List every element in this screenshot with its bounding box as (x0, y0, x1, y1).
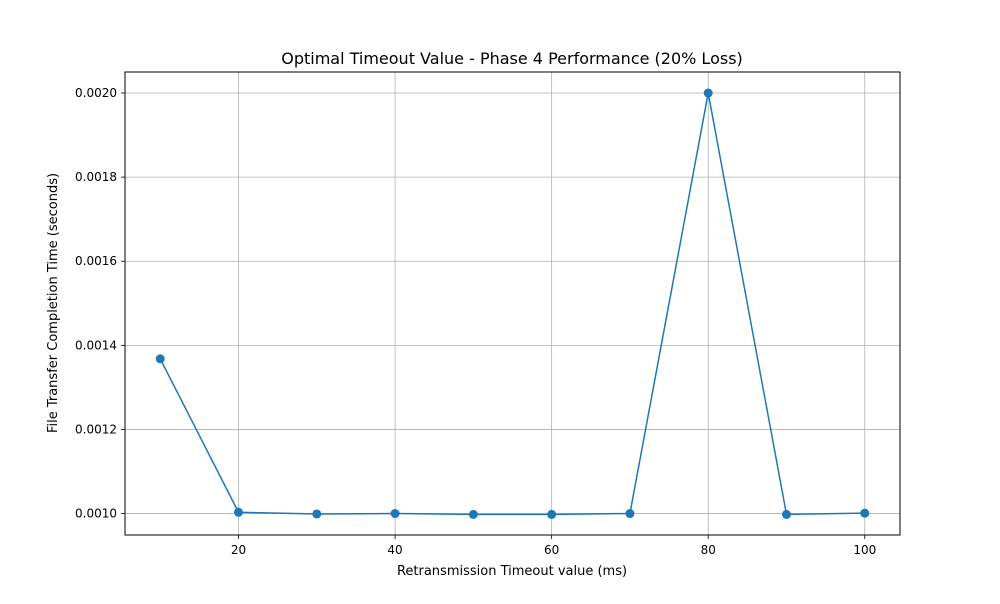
x-axis-ticks: 20 40 60 80 100 (231, 535, 876, 557)
x-tick-label: 40 (387, 543, 402, 557)
series-line (159, 92, 865, 516)
series-layer (155, 88, 870, 519)
x-tick-label: 80 (701, 543, 716, 557)
data-point (390, 509, 400, 519)
data-point (155, 354, 165, 364)
y-axis-label: File Transfer Completion Time (seconds) (46, 173, 61, 433)
data-point (625, 509, 635, 519)
y-axis-ticks: 0.0010 0.0012 0.0014 0.0016 0.0018 0.0020 (75, 86, 125, 521)
data-point (312, 509, 322, 519)
x-tick-label: 20 (231, 543, 246, 557)
x-tick-label: 100 (853, 543, 876, 557)
x-axis-label: Retransmission Timeout value (ms) (397, 564, 627, 579)
y-tick-label: 0.0020 (75, 86, 117, 100)
y-tick-label: 0.0010 (75, 507, 117, 521)
plot-area-frame (124, 71, 901, 536)
y-tick-label: 0.0016 (75, 254, 117, 268)
y-tick-label: 0.0012 (75, 422, 117, 436)
chart-title: Optimal Timeout Value - Phase 4 Performa… (281, 49, 743, 68)
data-point (547, 509, 557, 519)
grid (125, 72, 900, 535)
y-tick-label: 0.0014 (75, 338, 117, 352)
data-point (234, 507, 244, 517)
data-point (468, 509, 478, 519)
data-point (703, 88, 713, 98)
data-point (860, 508, 870, 518)
y-tick-label: 0.0018 (75, 170, 117, 184)
data-point (781, 509, 791, 519)
x-tick-label: 60 (544, 543, 559, 557)
